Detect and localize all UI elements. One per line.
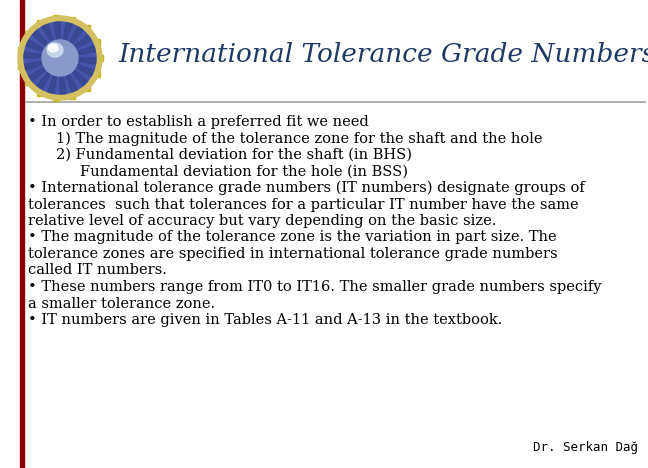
Circle shape	[18, 16, 102, 100]
Circle shape	[24, 22, 96, 94]
Wedge shape	[60, 58, 87, 86]
FancyBboxPatch shape	[37, 90, 43, 95]
Wedge shape	[29, 58, 60, 81]
FancyBboxPatch shape	[18, 63, 24, 69]
FancyBboxPatch shape	[53, 95, 59, 101]
FancyBboxPatch shape	[93, 39, 100, 45]
Wedge shape	[60, 46, 95, 58]
Wedge shape	[32, 30, 60, 58]
Ellipse shape	[48, 44, 58, 52]
Wedge shape	[60, 27, 83, 58]
Text: tolerance zones are specified in international tolerance grade numbers: tolerance zones are specified in interna…	[28, 247, 558, 261]
Wedge shape	[42, 24, 60, 58]
Text: a smaller tolerance zone.: a smaller tolerance zone.	[28, 297, 215, 310]
Text: • These numbers range from IT0 to IT16. The smaller grade numbers specify: • These numbers range from IT0 to IT16. …	[28, 280, 601, 294]
Text: 1) The magnitude of the tolerance zone for the shaft and the hole: 1) The magnitude of the tolerance zone f…	[56, 132, 542, 146]
FancyBboxPatch shape	[25, 79, 30, 85]
FancyBboxPatch shape	[93, 71, 100, 77]
Wedge shape	[54, 22, 60, 58]
Bar	[20, 0, 24, 468]
Text: 2) Fundamental deviation for the shaft (in BHS): 2) Fundamental deviation for the shaft (…	[56, 148, 412, 162]
Text: • The magnitude of the tolerance zone is the variation in part size. The: • The magnitude of the tolerance zone is…	[28, 231, 557, 244]
Circle shape	[42, 40, 78, 76]
Wedge shape	[26, 40, 60, 58]
Wedge shape	[37, 58, 60, 89]
Wedge shape	[60, 58, 78, 92]
Text: International Tolerance Grade Numbers: International Tolerance Grade Numbers	[118, 43, 648, 67]
Wedge shape	[60, 58, 66, 94]
FancyBboxPatch shape	[69, 93, 75, 99]
Text: • In order to establish a preferred fit we need: • In order to establish a preferred fit …	[28, 115, 369, 129]
Wedge shape	[60, 58, 94, 76]
Text: Dr. Serkan Dağ: Dr. Serkan Dağ	[533, 441, 638, 454]
Ellipse shape	[47, 43, 63, 57]
Text: • International tolerance grade numbers (IT numbers) designate groups of: • International tolerance grade numbers …	[28, 181, 584, 196]
Wedge shape	[25, 58, 60, 70]
Text: Fundamental deviation for the hole (in BSS): Fundamental deviation for the hole (in B…	[80, 164, 408, 178]
FancyBboxPatch shape	[37, 21, 43, 26]
Text: • IT numbers are given in Tables A-11 and A-13 in the textbook.: • IT numbers are given in Tables A-11 an…	[28, 313, 502, 327]
FancyBboxPatch shape	[69, 17, 75, 23]
Wedge shape	[48, 58, 60, 94]
Text: relative level of accuracy but vary depending on the basic size.: relative level of accuracy but vary depe…	[28, 214, 496, 228]
FancyBboxPatch shape	[25, 31, 30, 37]
Wedge shape	[60, 58, 96, 64]
FancyBboxPatch shape	[53, 15, 59, 21]
Wedge shape	[24, 52, 60, 58]
FancyBboxPatch shape	[97, 55, 103, 61]
FancyBboxPatch shape	[84, 25, 90, 31]
Text: tolerances  such that tolerances for a particular IT number have the same: tolerances such that tolerances for a pa…	[28, 197, 579, 212]
Wedge shape	[60, 35, 91, 58]
Wedge shape	[60, 22, 73, 58]
FancyBboxPatch shape	[84, 85, 90, 91]
FancyBboxPatch shape	[18, 47, 24, 53]
Text: called IT numbers.: called IT numbers.	[28, 263, 167, 278]
